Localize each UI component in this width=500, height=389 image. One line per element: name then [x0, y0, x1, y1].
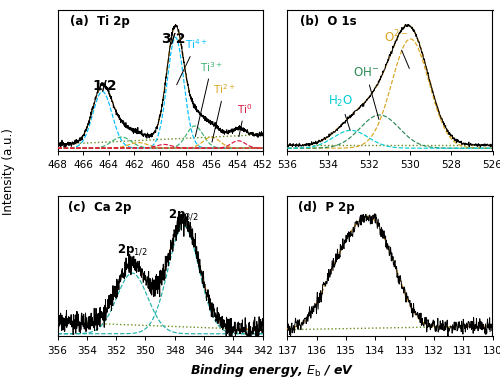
Text: 3/2: 3/2 [160, 32, 185, 46]
Text: Ti$^{0}$: Ti$^{0}$ [237, 102, 252, 137]
Text: 2p$_{1/2}$: 2p$_{1/2}$ [117, 243, 148, 258]
Text: Ti$^{2+}$: Ti$^{2+}$ [212, 82, 236, 142]
Text: OH$^{-}$: OH$^{-}$ [353, 67, 379, 119]
Text: 2p$_{3/2}$: 2p$_{3/2}$ [168, 208, 199, 223]
Text: H$_2$O: H$_2$O [328, 94, 353, 130]
Text: (c)  Ca 2p: (c) Ca 2p [68, 201, 131, 214]
Text: Ti$^{4+}$: Ti$^{4+}$ [176, 37, 208, 85]
Text: Intensity (a.u.): Intensity (a.u.) [2, 128, 16, 215]
Text: 1/2: 1/2 [92, 79, 118, 93]
Text: (b)  O 1s: (b) O 1s [300, 15, 356, 28]
Text: O$^{2-}$: O$^{2-}$ [384, 28, 409, 68]
Text: (a)  Ti 2p: (a) Ti 2p [70, 15, 130, 28]
Text: Binding energy, $E_\mathrm{b}$ / eV: Binding energy, $E_\mathrm{b}$ / eV [190, 362, 354, 379]
Text: (d)  P 2p: (d) P 2p [298, 201, 354, 214]
Text: Ti$^{3+}$: Ti$^{3+}$ [196, 60, 223, 137]
